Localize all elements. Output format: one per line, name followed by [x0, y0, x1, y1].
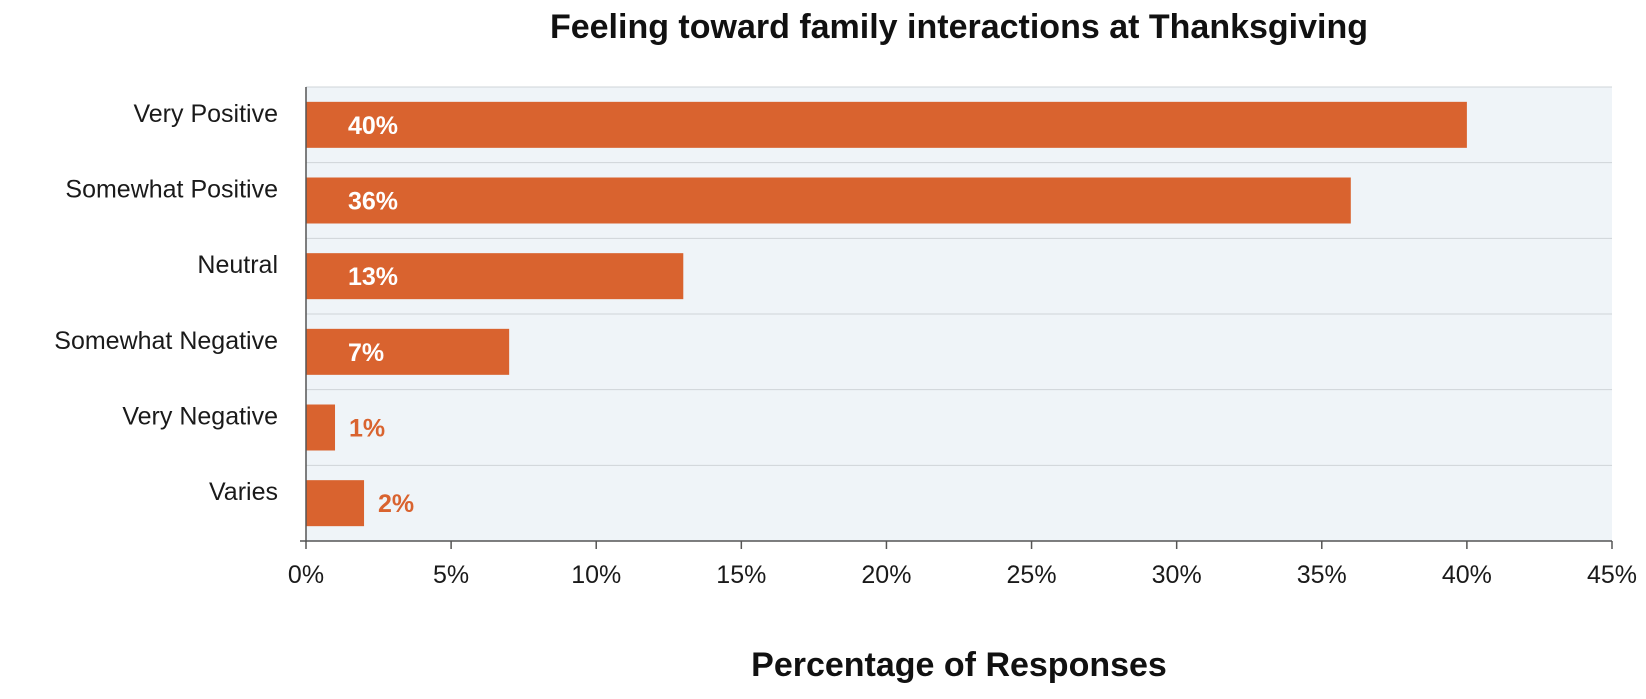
x-tick-label: 5%	[433, 561, 469, 589]
bar-value-label: 36%	[348, 188, 398, 216]
x-tick-label: 15%	[716, 561, 766, 589]
category-labels: Very Positive Somewhat Positive Neutral Som…	[54, 100, 278, 506]
value-labels: 40% 36% 13% 7% 1% 2%	[348, 112, 414, 518]
category-label: Somewhat Negative	[54, 327, 278, 355]
bar	[306, 404, 336, 451]
x-tick-label: 45%	[1587, 561, 1637, 589]
bar	[306, 177, 1351, 224]
bar-value-label: 7%	[348, 339, 384, 367]
x-tick-label: 10%	[571, 561, 621, 589]
axes	[300, 87, 1612, 542]
bar-value-label: 13%	[348, 263, 398, 291]
x-tick-label: 40%	[1442, 561, 1492, 589]
x-axis-title: Percentage of Responses	[751, 646, 1167, 684]
bar	[306, 253, 684, 300]
x-tick-label: 25%	[1007, 561, 1057, 589]
bar	[306, 101, 1467, 148]
category-label: Somewhat Positive	[65, 176, 278, 204]
bar-value-label: 1%	[349, 415, 385, 443]
x-tick-label: 30%	[1152, 561, 1202, 589]
bars	[306, 101, 1467, 527]
x-tick-label: 35%	[1297, 561, 1347, 589]
category-label: Very Positive	[133, 100, 278, 128]
bar-value-label: 40%	[348, 112, 398, 140]
x-tick-label: 20%	[861, 561, 911, 589]
category-label: Neutral	[197, 251, 278, 279]
x-tick-label: 0%	[288, 561, 324, 589]
bar	[306, 480, 365, 527]
category-label: Varies	[209, 478, 278, 506]
x-axis-ticks: 0% 5% 10% 15% 20% 25% 30% 35% 40% 45%	[288, 541, 1637, 589]
bar	[306, 328, 510, 375]
category-label: Very Negative	[122, 403, 278, 431]
gridlines	[306, 86, 1612, 466]
chart-title: Feeling toward family interactions at Th…	[550, 8, 1368, 46]
bar-value-label: 2%	[378, 490, 414, 518]
